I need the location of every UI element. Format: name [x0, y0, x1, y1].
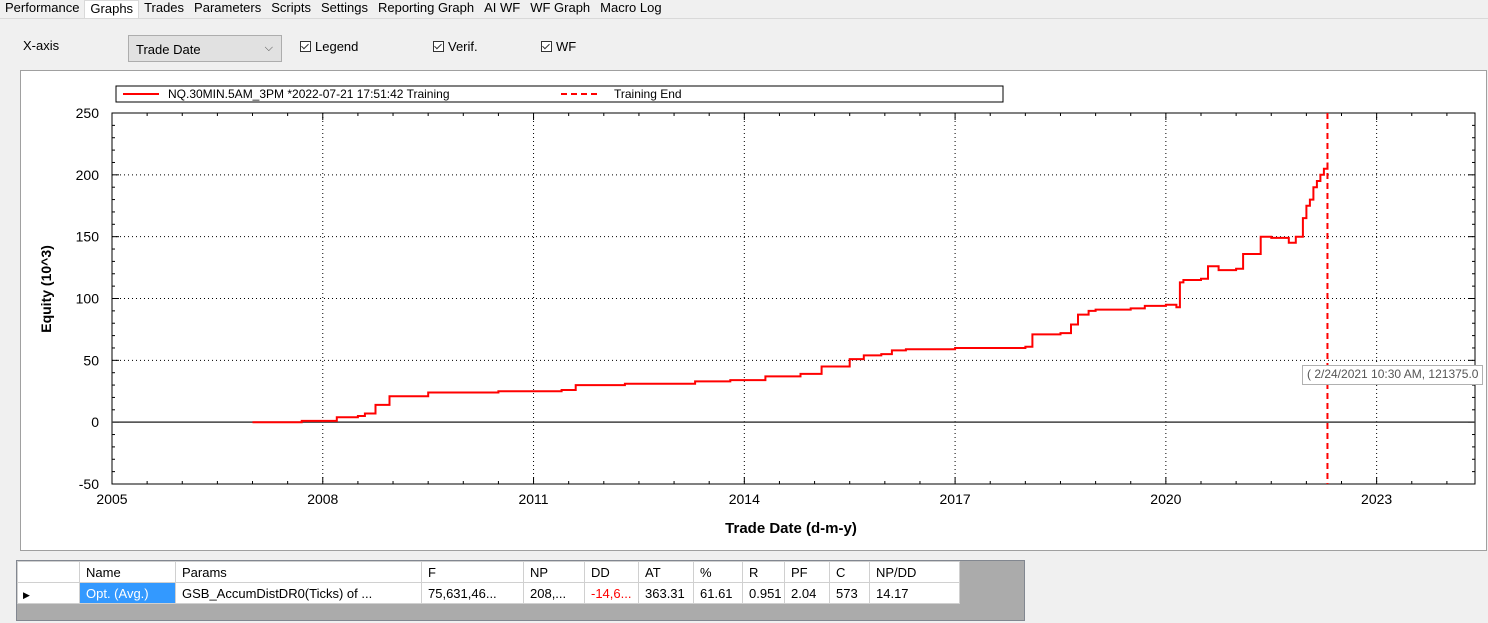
tab-performance[interactable]: Performance: [5, 0, 80, 15]
table-header-row: Name Params F NP DD AT % R PF C NP/DD: [17, 561, 960, 583]
column-header[interactable]: PF: [784, 561, 830, 583]
xaxis-select[interactable]: Trade Date ⌵: [128, 35, 282, 62]
table-cell[interactable]: 0.951: [742, 582, 785, 604]
wf-checkbox[interactable]: WF: [541, 39, 576, 54]
column-header[interactable]: C: [829, 561, 870, 583]
tab-reporting-graph[interactable]: Reporting Graph: [377, 0, 475, 15]
row-header-corner: [17, 561, 80, 583]
y-tick-label: 150: [76, 229, 100, 245]
chart-legend: [115, 85, 1004, 103]
column-header[interactable]: AT: [638, 561, 694, 583]
checkbox-checked-icon: [300, 41, 311, 52]
legend-checkbox[interactable]: Legend: [300, 39, 358, 54]
verif-checkbox-label: Verif.: [448, 39, 478, 54]
column-header[interactable]: NP/DD: [869, 561, 960, 583]
x-tick-label: 2017: [940, 491, 971, 507]
legend-entry-training: NQ.30MIN.5AM_3PM *2022-07-21 17:51:42 Tr…: [168, 87, 450, 101]
table-cell[interactable]: 75,631,46...: [421, 582, 524, 604]
x-axis-title: Trade Date (d-m-y): [725, 520, 857, 537]
table-cell[interactable]: GSB_AccumDistDR0(Ticks) of ...: [175, 582, 422, 604]
verif-checkbox[interactable]: Verif.: [433, 39, 478, 54]
legend-checkbox-label: Legend: [315, 39, 359, 54]
y-tick-label: 100: [76, 291, 100, 307]
y-tick-label: -50: [79, 476, 99, 492]
table-cell[interactable]: Opt. (Avg.): [79, 582, 176, 604]
y-axis-title: Equity (10^3): [38, 245, 54, 333]
y-tick-label: 250: [76, 105, 100, 121]
equity-series-line: [252, 162, 1329, 424]
x-tick-label: 2023: [1361, 491, 1392, 507]
column-header[interactable]: F: [421, 561, 524, 583]
y-tick-label: 200: [76, 167, 100, 183]
x-tick-label: 2014: [729, 491, 760, 507]
y-tick-label: 0: [91, 414, 99, 430]
results-table: Name Params F NP DD AT % R PF C NP/DD ▶ …: [17, 561, 960, 604]
table-cell[interactable]: -14,6...: [584, 582, 639, 604]
tab-wf-graph[interactable]: WF Graph: [530, 0, 591, 15]
tab-parameters[interactable]: Parameters: [194, 0, 262, 15]
table-cell[interactable]: 208,...: [523, 582, 585, 604]
equity-chart-panel[interactable]: 250 200 150 100 50 0 -50 2005 2008 2011 2014 2017 20…: [20, 70, 1487, 551]
current-row-arrow-icon: ▶: [23, 589, 30, 600]
column-header[interactable]: NP: [523, 561, 585, 583]
x-tick-label: 2005: [96, 491, 127, 507]
table-cell[interactable]: 61.61: [693, 582, 743, 604]
xaxis-select-value: Trade Date: [136, 42, 201, 57]
column-header[interactable]: %: [693, 561, 743, 583]
tab-macro-log[interactable]: Macro Log: [600, 0, 662, 15]
chart-ticks: [111, 112, 1475, 485]
column-header[interactable]: R: [742, 561, 785, 583]
wf-checkbox-label: WF: [556, 39, 577, 54]
tab-trades[interactable]: Trades: [144, 0, 185, 15]
tab-scripts[interactable]: Scripts: [271, 0, 311, 15]
table-cell[interactable]: 573: [829, 582, 870, 604]
table-cell[interactable]: 2.04: [784, 582, 830, 604]
legend-entry-training-end: Training End: [614, 87, 682, 101]
y-tick-label: 50: [83, 352, 99, 368]
tab-settings[interactable]: Settings: [320, 0, 368, 15]
column-header[interactable]: DD: [584, 561, 639, 583]
xaxis-label: X-axis: [23, 38, 60, 53]
x-tick-label: 2020: [1150, 491, 1181, 507]
tab-ai-wf[interactable]: AI WF: [484, 0, 521, 15]
table-cell[interactable]: 14.17: [869, 582, 960, 604]
column-header[interactable]: Params: [175, 561, 422, 583]
checkbox-checked-icon: [433, 41, 444, 52]
chart-tooltip: ( 2/24/2021 10:30 AM, 121375.0: [1302, 365, 1484, 385]
row-header[interactable]: ▶: [17, 582, 80, 604]
table-cell[interactable]: 363.31: [638, 582, 694, 604]
x-tick-label: 2011: [518, 491, 548, 507]
chevron-down-icon: ⌵: [264, 42, 273, 54]
tab-graphs[interactable]: Graphs: [84, 0, 140, 18]
checkbox-checked-icon: [541, 41, 552, 52]
x-tick-label: 2008: [307, 491, 338, 507]
tab-strip: Performance Graphs Trades Parameters Scr…: [0, 0, 1488, 18]
column-header[interactable]: Name: [79, 561, 176, 583]
results-grid: Name Params F NP DD AT % R PF C NP/DD ▶ …: [16, 560, 1025, 621]
table-row[interactable]: ▶ Opt. (Avg.) GSB_AccumDistDR0(Ticks) of…: [17, 582, 960, 604]
chart-grid: [112, 113, 1475, 484]
